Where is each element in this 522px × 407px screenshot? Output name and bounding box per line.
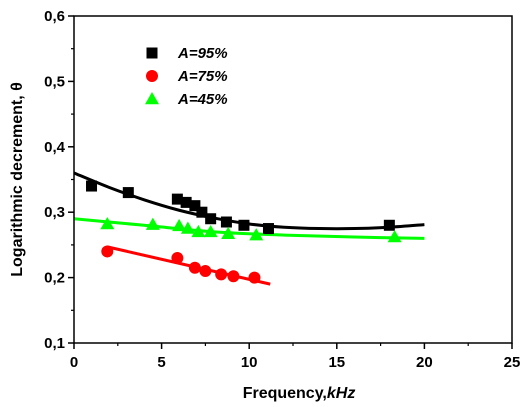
axes: [73, 15, 513, 344]
data-point-series-3: [249, 228, 264, 241]
legend: A=95% A=75% A=45%: [145, 45, 228, 108]
legend-label-series-1: A=95%: [177, 45, 228, 62]
data-point-series-1: [383, 219, 395, 231]
data-point-series-1: [122, 187, 134, 199]
plot-frame: [73, 15, 513, 344]
data-point-series-2: [199, 265, 212, 278]
legend-label-series-3: A=45%: [177, 91, 228, 108]
data-point-series-1: [180, 196, 192, 208]
y-tick-label: 0,6: [44, 8, 65, 25]
data-point-series-3: [100, 216, 115, 230]
data-point-series-3: [145, 217, 160, 230]
y-tick-label: 0,1: [44, 335, 65, 352]
y-axis-title: Logarithmic decrement, θ: [9, 82, 26, 276]
legend-marker-series-1: [146, 47, 158, 59]
x-axis-title-unit: kHz: [327, 385, 355, 402]
y-tick-label: 0,3: [44, 204, 65, 221]
x-tick-label: 5: [157, 354, 165, 371]
x-tick-label: 20: [416, 354, 433, 371]
data-point-series-2: [215, 268, 228, 281]
data-point-series-1: [171, 193, 183, 205]
legend-marker-series-2: [146, 70, 158, 82]
data-point-series-1: [189, 200, 201, 212]
x-tick-label: 10: [241, 354, 258, 371]
data-point-series-3: [191, 224, 206, 238]
x-tick-label: 25: [504, 354, 521, 371]
y-tick-label: 0,5: [44, 73, 65, 90]
data-point-series-3: [180, 221, 195, 234]
data-point-series-1: [238, 219, 250, 231]
data-point-series-2: [227, 270, 240, 283]
fit-curve-series-3: [73, 217, 425, 240]
x-axis-title: Frequency,kHz: [243, 385, 356, 402]
data-point-series-2: [171, 251, 184, 264]
data-point-series-1: [196, 206, 208, 218]
data-point-series-2: [248, 271, 261, 284]
data-point-series-1: [262, 223, 274, 235]
x-axis-title-prefix: Frequency,: [243, 385, 327, 402]
y-tick-label: 0,4: [44, 139, 66, 156]
y-axis-ticks: 0,1 0,2 0,3 0,4 0,5 0,6: [44, 8, 74, 352]
data-point-series-3: [203, 224, 218, 238]
data-point-series-1: [205, 213, 217, 225]
data-point-series-1: [220, 216, 232, 228]
legend-marker-series-3: [145, 92, 159, 105]
data-point-series-2: [101, 245, 114, 258]
x-axis-ticks: 0 5 10 15 20 25: [70, 343, 521, 371]
data-point-series-1: [86, 180, 98, 192]
data-point-series-3: [172, 218, 187, 232]
data-point-series-2: [188, 261, 201, 274]
x-tick-label: 15: [328, 354, 345, 371]
y-tick-label: 0,2: [44, 270, 65, 287]
data-points: [86, 180, 402, 284]
fit-curve-series-2: [106, 245, 271, 286]
data-point-series-3: [387, 230, 402, 243]
legend-label-series-2: A=75%: [177, 68, 228, 85]
x-tick-label: 0: [70, 354, 78, 371]
data-point-series-3: [221, 226, 236, 240]
